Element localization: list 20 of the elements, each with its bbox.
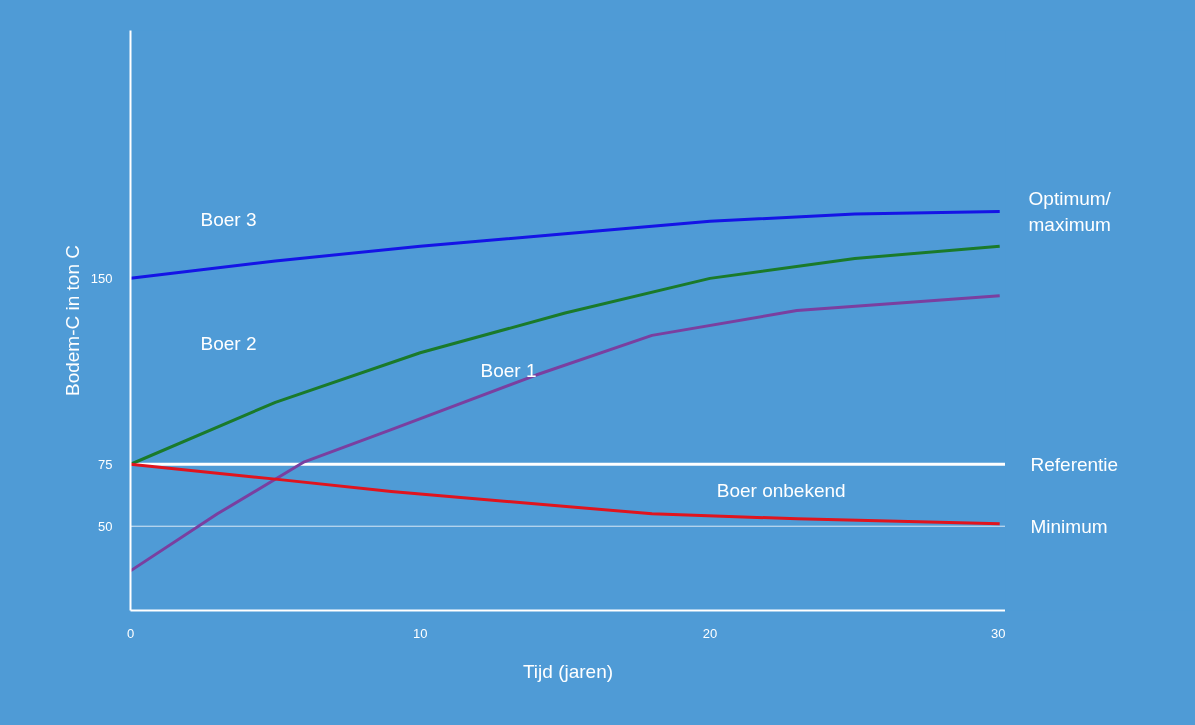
line-series (130, 294, 1002, 573)
series-label: Boer onbekend (716, 480, 846, 502)
x-tick-label: 0 (126, 625, 135, 641)
x-tick-label: 20 (702, 625, 718, 641)
ref-line-label: Referentie (1030, 453, 1119, 475)
annotation: Optimum/ maximum (1028, 188, 1112, 235)
x-tick-label: 30 (991, 625, 1006, 641)
line-series (130, 462, 1002, 526)
line-series (130, 209, 1002, 280)
y-tick-label: 150 (90, 270, 113, 286)
series-label: Boer 1 (480, 359, 537, 381)
text: Boer 2 (200, 333, 257, 355)
series-label: Boer 3 (200, 208, 257, 230)
ref-line-label: Minimum (1030, 515, 1108, 537)
y-tick-label: 50 (98, 518, 113, 534)
line-series (130, 244, 1002, 466)
y-tick-label: 75 (98, 456, 113, 472)
x-tick-label: 10 (413, 625, 428, 641)
x-axis-title: Tijd (jaren) (522, 660, 614, 682)
y-axis-title: Bodem-C in ton C (61, 244, 83, 396)
